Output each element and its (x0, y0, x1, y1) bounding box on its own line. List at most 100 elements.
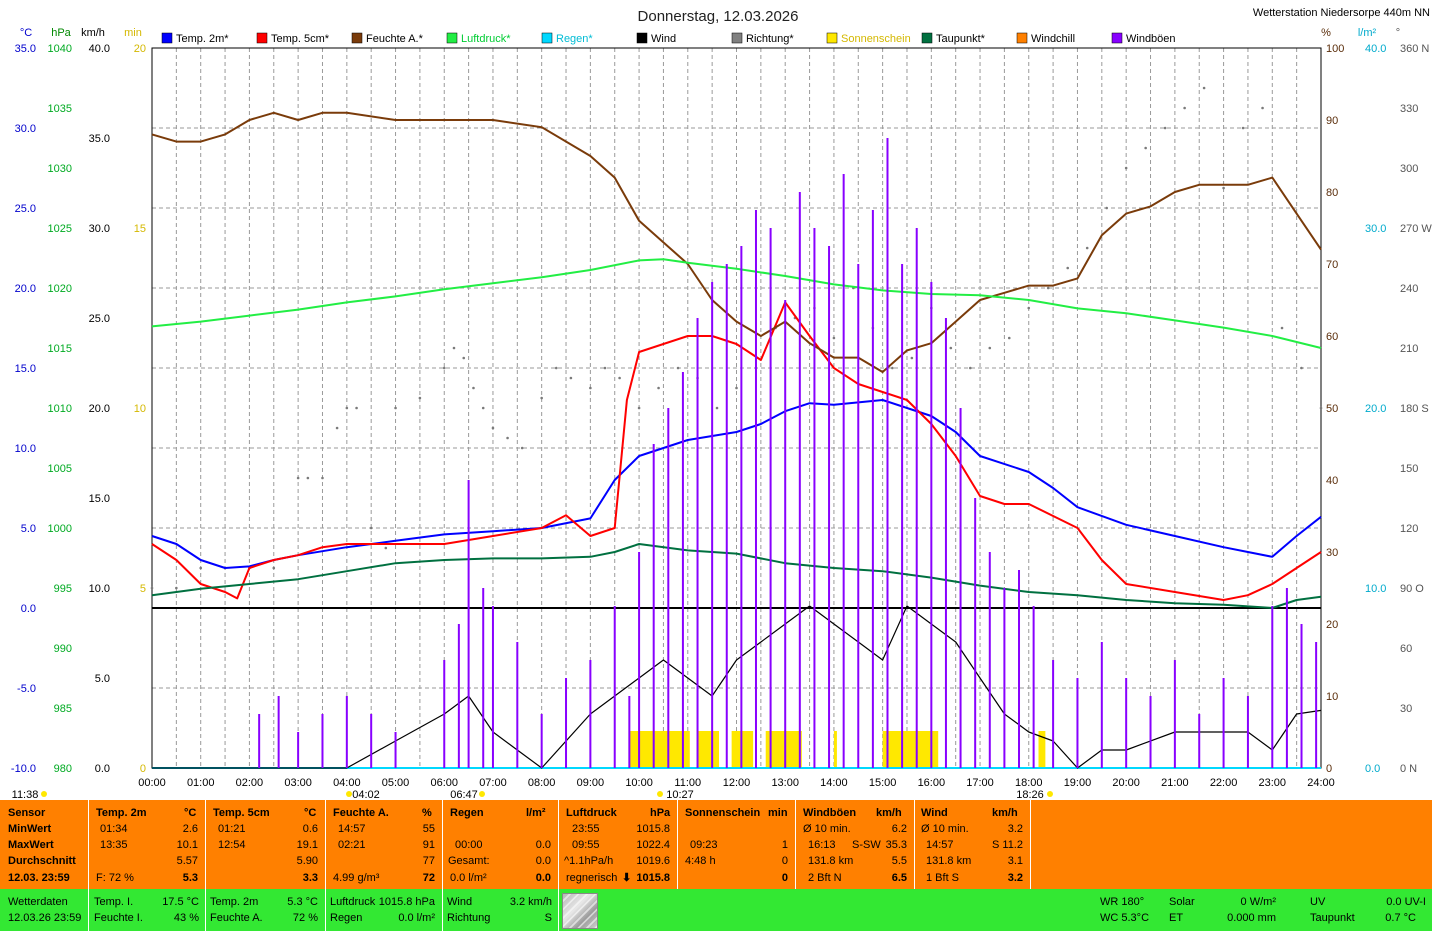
humidity-tick-label: 100 (1326, 43, 1344, 55)
wind-tick-label: 30.0 (89, 223, 110, 235)
gusts-r2-right: 35.3 (885, 839, 907, 851)
sensor-date: 12.03. 23:59 (8, 872, 70, 884)
sensor-minwert: MinWert (8, 823, 52, 835)
x-tick-label: 21:00 (1161, 777, 1189, 789)
feuchte-i-label: Feuchte I. (94, 912, 143, 924)
uv-value: 0.0 UV-I (1386, 896, 1426, 908)
direction-point (637, 406, 641, 410)
webcam-thumbnail-icon[interactable] (562, 893, 598, 929)
pressure-tick-label: 1025 (48, 223, 72, 235)
direction-point (1222, 186, 1225, 190)
x-tick-label: 07:00 (479, 777, 507, 789)
unit-pressure: hPa (51, 27, 71, 39)
legend-swatch (636, 32, 648, 44)
direction-point (335, 426, 339, 430)
direction-point (321, 476, 324, 480)
direction-point (1202, 86, 1206, 90)
direction-point (355, 406, 358, 410)
solar-value: 0 W/m² (1240, 896, 1276, 908)
temp5cm-max: 19.1 (296, 839, 318, 851)
direction-point (418, 396, 422, 400)
direction-tick-label: 150 (1400, 463, 1418, 475)
direction-tick-label: 300 (1400, 163, 1418, 175)
pressure-tick-label: 1015 (48, 343, 72, 355)
x-tick-label: 18:00 (1015, 777, 1043, 789)
wind-r2-right: S 11.2 (992, 839, 1023, 851)
current-feuchte-a-value: 72 % (292, 912, 318, 924)
humidity-max-time: 02:21 (338, 839, 366, 851)
wind-tick-label: 10.0 (89, 583, 110, 595)
sunshine-bar (921, 731, 939, 767)
x-tick-label: 05:00 (382, 777, 410, 789)
x-tick-label: 06:00 (430, 777, 458, 789)
direction-point (891, 366, 894, 370)
direction-point (1046, 286, 1050, 290)
temp5cm-min-time: 01:21 (218, 823, 246, 835)
sunshine-bar (639, 731, 690, 767)
pressure-header: Luftdruck (566, 807, 617, 819)
direction-point (520, 446, 524, 450)
pressure-tick-label: 1035 (48, 103, 72, 115)
temp-tick-label: 15.0 (15, 363, 36, 375)
weather-chart: Donnerstag, 12.03.2026 Wetterstation Nie… (10, 7, 1432, 800)
gusts-r2-left: 16:13 (808, 839, 836, 851)
temp2m-max: 10.1 (176, 839, 198, 851)
direction-tick-label: 180 S (1400, 403, 1429, 415)
direction-point (554, 366, 558, 370)
x-tick-label: 12:00 (723, 777, 751, 789)
pressure-trend-arrow-icon: ⬇ (622, 872, 632, 884)
sun-tick-label: 20 (134, 43, 146, 55)
gusts-r3-left: 131.8 km (808, 855, 854, 867)
direction-point (1319, 406, 1323, 410)
unit-temp: °C (20, 27, 32, 39)
wind-header: Wind (921, 807, 948, 819)
legend-label: Taupunkt* (936, 33, 986, 45)
current-luftdruck-value: 1015.8 hPa (378, 896, 435, 908)
direction-point (1300, 366, 1303, 370)
temp5cm-header: Temp. 5cm (213, 807, 270, 819)
x-tick-label: 24:00 (1307, 777, 1335, 789)
rain-header: Regen (450, 807, 484, 819)
current-richtung-value: S (544, 912, 552, 924)
sunset-icon (1047, 791, 1053, 797)
sunshine-r3-left: 4:48 h (685, 855, 716, 867)
series-line (151, 258, 1322, 349)
pressure-unit: hPa (650, 807, 671, 819)
pressure-tick-label: 1030 (48, 163, 72, 175)
sun-icon (41, 791, 47, 797)
legend-label: Sonnenschein (841, 33, 911, 45)
sunshine-bar (629, 731, 642, 767)
gusts-r2-mid: S-SW (852, 839, 881, 851)
unit-humidity: % (1321, 27, 1331, 39)
wind-r1-right: 3.2 (1007, 823, 1023, 835)
rain-tick-label: 30.0 (1365, 223, 1386, 235)
humidity-footer-right: 72 (422, 872, 435, 884)
temp5cm-unit: °C (304, 807, 317, 819)
direction-point (988, 346, 992, 350)
direction-point (394, 406, 397, 410)
legend-label: Windböen (1126, 33, 1176, 45)
current-timestamp: 12.03.26 23:59 (8, 912, 82, 924)
direction-point (589, 386, 592, 390)
sensor-durchschnitt: Durchschnitt (8, 855, 76, 867)
taupunkt-value: 0.7 °C (1385, 912, 1416, 924)
gusts-unit: km/h (876, 807, 902, 819)
humidity-tick-label: 20 (1326, 619, 1338, 631)
rain-tick-label: 10.0 (1365, 583, 1386, 595)
temp2m-min-time: 01:34 (100, 823, 128, 835)
et-label: ET (1169, 912, 1184, 924)
x-tick-label: 02:00 (236, 777, 264, 789)
wind-tick-label: 5.0 (95, 673, 110, 685)
legend-swatch (731, 32, 743, 44)
humidity-tick-label: 40 (1326, 475, 1338, 487)
direction-tick-label: 240 (1400, 283, 1418, 295)
current-panel (0, 889, 1432, 931)
direction-point (1027, 306, 1031, 310)
wind-tick-label: 15.0 (89, 493, 110, 505)
sunset-label: 18:26 (1016, 789, 1044, 800)
sun-tick-label: 15 (134, 223, 146, 235)
current-richtung-label: Richtung (447, 912, 491, 924)
direction-point (569, 376, 573, 380)
wind-tick-label: 25.0 (89, 313, 110, 325)
sensor-maxwert: MaxWert (8, 839, 54, 851)
